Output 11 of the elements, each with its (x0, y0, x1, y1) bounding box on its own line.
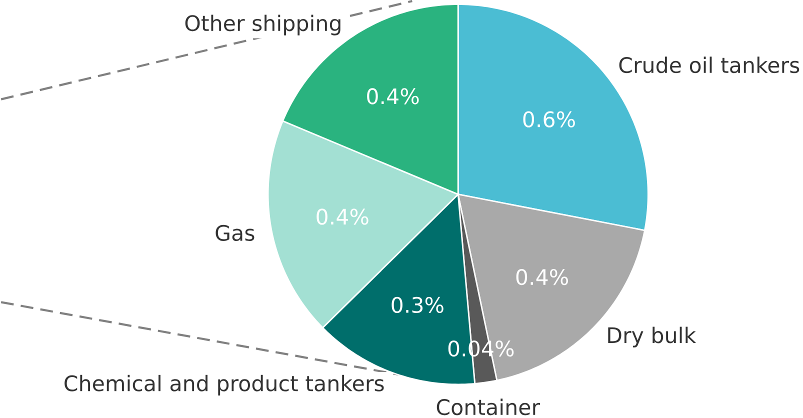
slice-label: Chemical and product tankers (64, 374, 384, 396)
slice-label: Crude oil tankers (619, 56, 800, 74)
slice-label: Other shipping (185, 14, 340, 36)
slice-label: Dry bulk (608, 326, 696, 348)
data-label: 0.6% (523, 111, 575, 128)
data-label: 0.3% (392, 296, 444, 314)
slice-label: Container (436, 398, 540, 416)
slice-label: Gas (216, 224, 254, 241)
data-label: 0.4% (367, 88, 419, 104)
data-label: 0.4% (516, 268, 568, 286)
data-label: 0.4% (316, 208, 368, 225)
